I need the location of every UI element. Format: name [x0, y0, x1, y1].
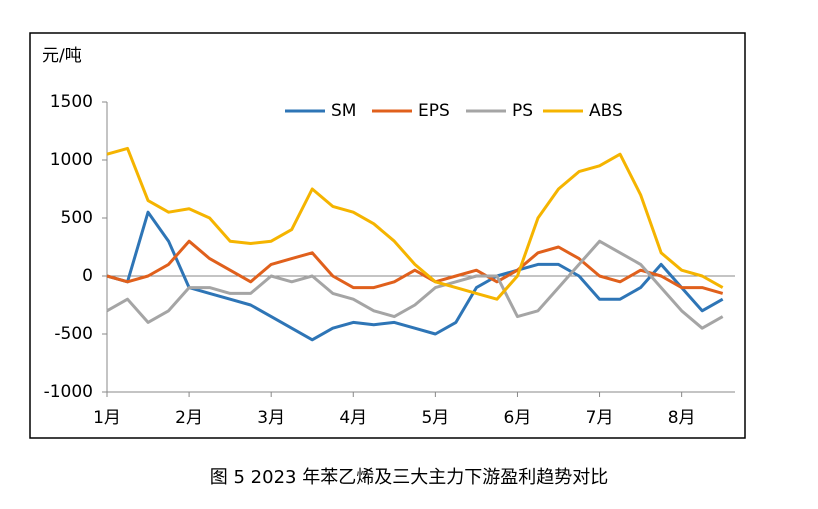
- y-unit: 元/吨: [42, 46, 82, 66]
- legend-label: ABS: [589, 101, 623, 121]
- x-tick-label: 5月: [421, 408, 449, 428]
- y-tick-label: 0: [82, 266, 93, 286]
- x-tick-label: 1月: [93, 408, 121, 428]
- legend-label: PS: [512, 101, 533, 121]
- y-tick-label: -500: [54, 324, 93, 344]
- x-tick-label: 8月: [668, 408, 696, 428]
- x-tick-label: 2月: [175, 408, 203, 428]
- x-tick-label: 3月: [257, 408, 285, 428]
- series-line: [106, 239, 724, 330]
- x-tick-label: 7月: [586, 408, 614, 428]
- series-line: [106, 146, 724, 301]
- caption: 图 5 2023 年苯乙烯及三大主力下游盈利趋势对比: [210, 467, 608, 488]
- y-tick-label: 1500: [50, 92, 93, 112]
- legend-label: SM: [331, 101, 356, 121]
- x-tick-label: 4月: [339, 408, 367, 428]
- chart-frame: [29, 32, 746, 439]
- series-line: [106, 239, 724, 295]
- y-tick-label: -1000: [44, 382, 93, 402]
- y-tick-label: 1000: [50, 150, 93, 170]
- x-tick-label: 6月: [504, 408, 532, 428]
- legend-label: EPS: [418, 101, 450, 121]
- y-tick-label: 500: [61, 208, 93, 228]
- series-line: [106, 210, 724, 342]
